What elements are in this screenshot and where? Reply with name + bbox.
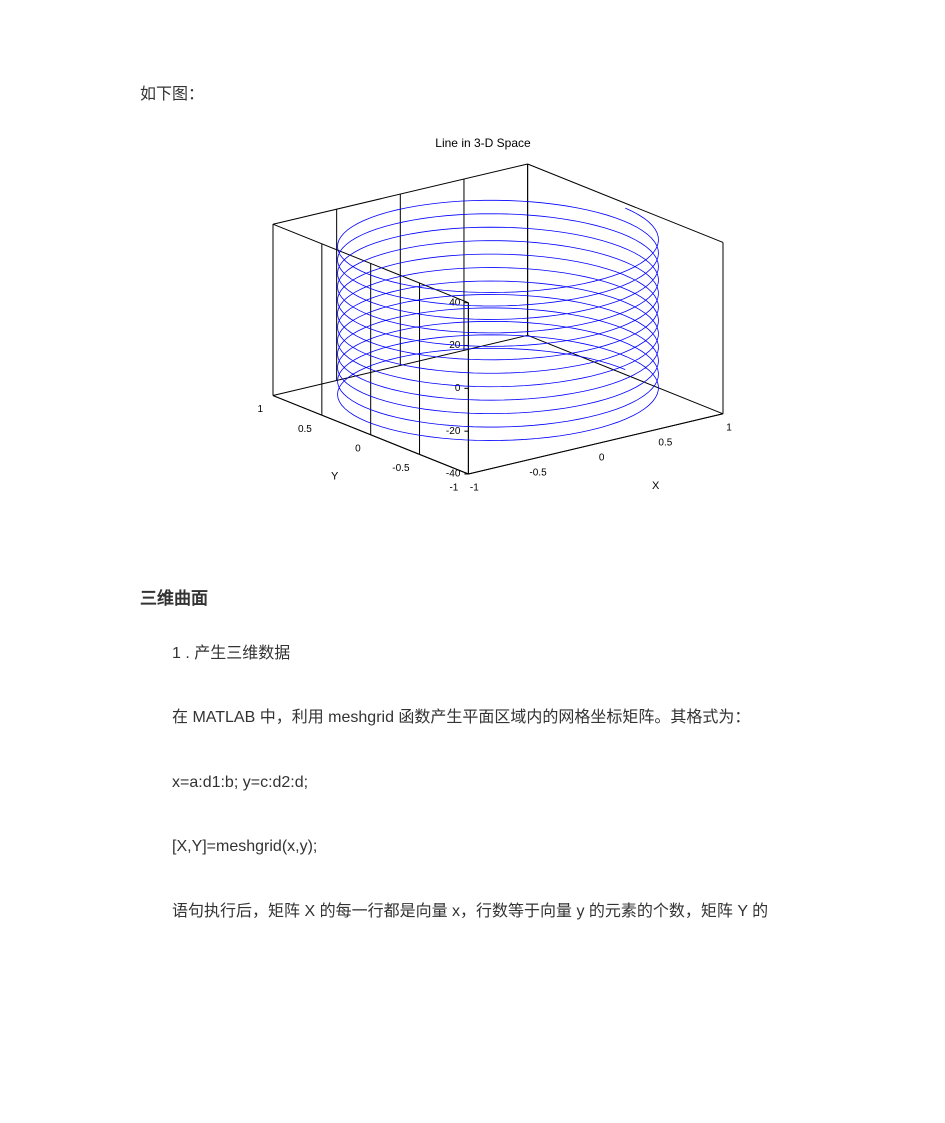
svg-text:1: 1 bbox=[726, 422, 732, 433]
svg-text:0.5: 0.5 bbox=[658, 437, 672, 448]
svg-text:0: 0 bbox=[454, 383, 460, 394]
svg-text:40: 40 bbox=[449, 297, 461, 308]
svg-text:0: 0 bbox=[355, 443, 361, 454]
svg-text:Line in 3-D Space: Line in 3-D Space bbox=[435, 136, 531, 150]
paragraph-1: 1 . 产生三维数据 bbox=[140, 639, 805, 669]
chart-container: Line in 3-D Space-40-2002040-1-0.500.51-… bbox=[193, 124, 753, 544]
svg-text:0: 0 bbox=[598, 453, 604, 464]
paragraph-2: 在 MATLAB 中，利用 meshgrid 函数产生平面区域内的网格坐标矩阵。… bbox=[140, 703, 805, 733]
chart-3d-line: Line in 3-D Space-40-2002040-1-0.500.51-… bbox=[193, 124, 753, 544]
svg-text:X: X bbox=[652, 480, 660, 492]
section-heading: 三维曲面 bbox=[140, 584, 805, 609]
svg-text:-1: -1 bbox=[449, 483, 458, 494]
svg-text:-1: -1 bbox=[469, 483, 478, 494]
svg-text:-20: -20 bbox=[445, 426, 460, 437]
svg-text:-0.5: -0.5 bbox=[529, 468, 547, 479]
svg-text:Y: Y bbox=[331, 471, 339, 483]
svg-text:0.5: 0.5 bbox=[297, 424, 311, 435]
paragraph-5: 语句执行后，矩阵 X 的每一行都是向量 x，行数等于向量 y 的元素的个数，矩阵… bbox=[140, 897, 805, 927]
code-line-1: x=a:d1:b; y=c:d2:d; bbox=[140, 768, 805, 798]
svg-text:-0.5: -0.5 bbox=[392, 463, 410, 474]
code-line-2: [X,Y]=meshgrid(x,y); bbox=[140, 832, 805, 862]
svg-text:1: 1 bbox=[257, 404, 263, 415]
document-page: 如下图： Line in 3-D Space-40-2002040-1-0.50… bbox=[0, 0, 945, 1123]
intro-text: 如下图： bbox=[140, 80, 805, 104]
